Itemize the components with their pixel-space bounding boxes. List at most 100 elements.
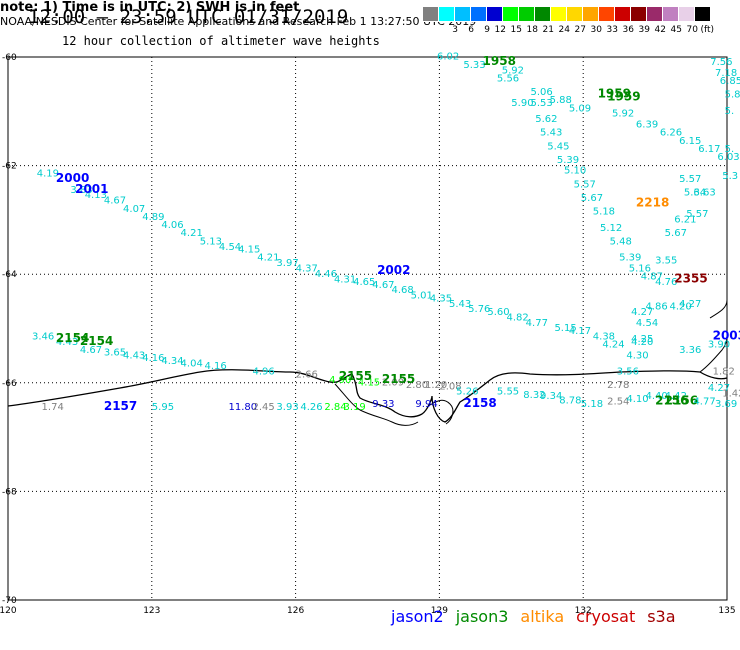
colorbar-bin: 45 bbox=[662, 6, 682, 35]
wave-height-label: 4.34 bbox=[161, 356, 183, 367]
pass-time-label: 1959 bbox=[607, 89, 640, 103]
colorbar-tick-label: 24 bbox=[558, 25, 570, 35]
pass-time-label: 2002 bbox=[377, 263, 410, 277]
wave-height-label: 5.43 bbox=[449, 299, 471, 310]
colorbar-swatch bbox=[566, 6, 582, 22]
pass-time-label: 2158 bbox=[463, 396, 496, 410]
colorbar-tick-label: 30 bbox=[590, 25, 602, 35]
wave-height-label: 5.67 bbox=[581, 193, 603, 204]
pass-time-label: 2218 bbox=[636, 195, 669, 209]
wave-height-label: 4.21 bbox=[257, 253, 279, 264]
wave-height-label: 5.64 bbox=[684, 187, 706, 198]
wave-height-label: 4.24 bbox=[602, 340, 624, 351]
colorbar-legend: 3 6 9 12 15 18 21 24 27 30 33 36 39 42 45 70 (ft) bbox=[422, 6, 714, 35]
x-tick-label: 126 bbox=[287, 606, 304, 616]
wave-height-label: 5.57 bbox=[574, 179, 596, 190]
wave-height-label: 3.46 bbox=[32, 331, 54, 342]
wave-height-label: 4.43 bbox=[56, 337, 78, 348]
wave-height-label: 3.56 bbox=[617, 367, 639, 378]
wave-height-label: 4.15 bbox=[358, 378, 380, 389]
colorbar-swatch bbox=[422, 6, 438, 22]
wave-height-label: 4.31 bbox=[334, 274, 356, 285]
wave-height-label: 3.90 bbox=[708, 340, 730, 351]
satellite-legend: jason2 jason3 altika cryosat s3a bbox=[391, 607, 688, 626]
colorbar-bin: 27 bbox=[566, 6, 586, 35]
colorbar-bin: 9 bbox=[470, 6, 490, 35]
wave-height-label: 4.42 bbox=[665, 391, 687, 402]
satellite-s3a: s3a bbox=[647, 607, 676, 626]
wave-height-label: 3.19 bbox=[344, 402, 366, 413]
x-tick-label: 129 bbox=[431, 606, 448, 616]
wave-height-label: 4.04 bbox=[181, 359, 203, 370]
colorbar-bin: 3 bbox=[438, 6, 458, 35]
wave-height-label: 5.8 bbox=[725, 90, 740, 101]
wave-height-label: 4.30 bbox=[626, 350, 648, 361]
wave-height-label: 4.67 bbox=[104, 196, 126, 207]
wave-height-label: 4.10 bbox=[626, 394, 648, 405]
colorbar-tick-label: 18 bbox=[526, 25, 538, 35]
wave-height-label: 6.17 bbox=[698, 144, 720, 155]
wave-height-label: 4.37 bbox=[296, 263, 318, 274]
wave-height-label: 4.54 bbox=[219, 242, 241, 253]
wave-height-label: 5.09 bbox=[569, 103, 591, 114]
wave-height-label: 4.46 bbox=[315, 269, 337, 280]
wave-height-label: 6.03 bbox=[717, 152, 739, 163]
wave-height-label: 2.66 bbox=[296, 369, 318, 380]
satellite-jason3: jason3 bbox=[455, 607, 509, 626]
colorbar-tick-label: 6 bbox=[468, 25, 474, 35]
wave-height-label: 4.25 bbox=[631, 334, 653, 345]
colorbar-swatch bbox=[470, 6, 486, 22]
wave-height-label: 4.82 bbox=[507, 312, 529, 323]
wave-height-label: 5.18 bbox=[593, 206, 615, 217]
wave-height-label: 3.97 bbox=[276, 258, 298, 269]
wave-height-label: 1.42 bbox=[722, 388, 740, 399]
colorbar-tick-label: 9 bbox=[484, 25, 490, 35]
wave-height-label: 4.27 bbox=[679, 299, 701, 310]
y-tick-label: -68 bbox=[2, 487, 17, 497]
pass-time-label: 2355 bbox=[674, 271, 707, 285]
wave-height-label: 4.67 bbox=[372, 280, 394, 291]
wave-height-label: 5.06 bbox=[530, 87, 552, 98]
wave-height-label: 5.18 bbox=[581, 399, 603, 410]
wave-height-label: 1.20 bbox=[425, 380, 447, 391]
y-tick-label: -70 bbox=[2, 596, 17, 606]
wave-height-label: 5.43 bbox=[540, 128, 562, 139]
colorbar-bin: 39 bbox=[630, 6, 650, 35]
wave-height-label: 4.90 bbox=[329, 375, 351, 386]
pass-time-label: 2156 bbox=[665, 394, 698, 408]
wave-height-label: 5.3 bbox=[722, 171, 738, 182]
wave-height-label: 5.39 bbox=[619, 253, 641, 264]
pass-time-label: 2156 bbox=[655, 394, 688, 408]
wave-height-label: 6.21 bbox=[674, 215, 696, 226]
colorbar-swatch bbox=[630, 6, 646, 22]
satellite-altika: altika bbox=[520, 607, 565, 626]
satellite-cryosat: cryosat bbox=[576, 607, 636, 626]
wave-height-label: 1.82 bbox=[713, 367, 735, 378]
wave-height-label: 5.90 bbox=[511, 98, 533, 109]
colorbar-tick-label: 3 bbox=[452, 25, 458, 35]
colorbar-bin: 18 bbox=[518, 6, 538, 35]
wave-height-label: 5.16 bbox=[629, 263, 651, 274]
wave-height-label: 4.35 bbox=[430, 293, 452, 304]
wave-height-label: 1.74 bbox=[42, 402, 64, 413]
wave-height-label: 2.09 bbox=[382, 378, 404, 389]
wave-height-label: 4.19 bbox=[37, 168, 59, 179]
pass-time-label: 2157 bbox=[104, 399, 137, 413]
colorbar-bin: 12 bbox=[486, 6, 506, 35]
wave-height-label: 4.43 bbox=[123, 350, 145, 361]
wave-height-label: 3.93 bbox=[276, 402, 298, 413]
colorbar-swatch bbox=[438, 6, 454, 22]
colorbar-swatch bbox=[662, 6, 678, 22]
colorbar-tick-label: 45 bbox=[670, 25, 682, 35]
wave-height-label: 3.83 bbox=[70, 185, 92, 196]
wave-height-label: 5.95 bbox=[152, 402, 174, 413]
colorbar-tick-label: (ft) bbox=[700, 25, 714, 35]
wave-height-label: 4.13 bbox=[85, 190, 107, 201]
wave-height-label: 4.77 bbox=[526, 318, 548, 329]
colorbar-swatch bbox=[518, 6, 534, 22]
wave-height-label: 3.36 bbox=[679, 345, 701, 356]
wave-height-label: 8.78 bbox=[559, 395, 581, 406]
wave-height-label: 9.94 bbox=[415, 399, 437, 410]
wave-height-label: 4.20 bbox=[631, 337, 653, 348]
wave-height-label: 2.45 bbox=[252, 402, 274, 413]
